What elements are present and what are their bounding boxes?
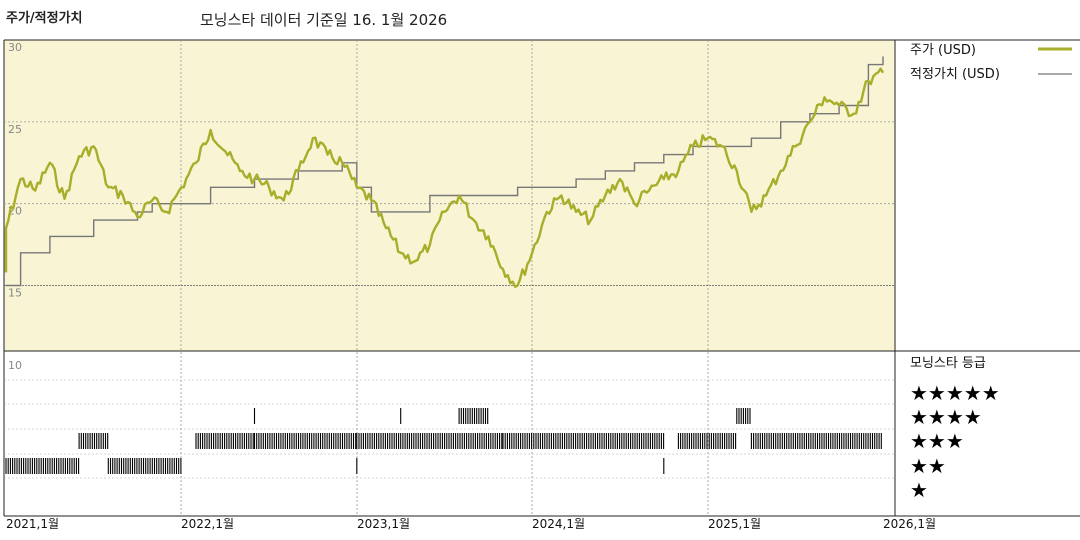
rating-segment-0 bbox=[5, 458, 80, 474]
x-tick-label-3: 2024,1월 bbox=[532, 517, 585, 531]
rating-y-tick-label: 10 bbox=[8, 359, 22, 372]
legend-rating-1-star: ★ bbox=[910, 478, 928, 502]
rating-segment-7 bbox=[356, 433, 400, 449]
x-tick-label-1: 2022,1월 bbox=[181, 517, 234, 531]
legend-rating-title: 모닝스타 등급 bbox=[910, 356, 986, 371]
x-tick-label-4: 2025,1월 bbox=[708, 517, 761, 531]
rating-segment-15 bbox=[750, 433, 882, 449]
price-line bbox=[4, 67, 885, 288]
x-tick-label-5: 2026,1월 bbox=[883, 517, 936, 531]
legend-rating-2-stars: ★★ bbox=[910, 454, 946, 478]
rating-segment-11 bbox=[502, 433, 665, 449]
rating-segment-14 bbox=[736, 408, 751, 424]
rating-segment-1 bbox=[78, 433, 109, 449]
rating-segment-13 bbox=[677, 433, 737, 449]
chart-header: 주가/적정가치 모닝스타 데이터 기준일 16. 1월 2026 bbox=[0, 0, 1080, 40]
legend-rating-4-stars: ★★★★ bbox=[910, 405, 982, 429]
x-tick-label-2: 2023,1월 bbox=[357, 517, 410, 531]
x-tick-label-0: 2021,1월 bbox=[6, 517, 59, 531]
section-title: 주가/적정가치 bbox=[6, 11, 83, 26]
rating-segment-10 bbox=[458, 408, 489, 424]
data-basis-date: 모닝스타 데이터 기준일 16. 1월 2026 bbox=[200, 11, 448, 29]
y-tick-label-15: 15 bbox=[8, 287, 22, 300]
y-tick-label-25: 25 bbox=[8, 123, 22, 136]
rating-bars bbox=[5, 408, 882, 474]
rating-segment-2 bbox=[107, 458, 182, 474]
legend-fair-value-label: 적정가치 (USD) bbox=[910, 67, 1000, 82]
legend: 주가 (USD) 적정가치 (USD) 모닝스타 등급 ★★★★★ ★★★★ ★… bbox=[910, 43, 1072, 502]
rating-segment-9 bbox=[400, 433, 503, 449]
rating-segment-5 bbox=[253, 433, 357, 449]
y-tick-label-30: 30 bbox=[8, 41, 22, 54]
rating-segment-3 bbox=[195, 433, 254, 449]
legend-rating-3-stars: ★★★ bbox=[910, 429, 964, 453]
legend-price-label: 주가 (USD) bbox=[910, 43, 976, 58]
x-tick-labels: 2021,1월 2022,1월 2023,1월 2024,1월 2025,1월 2026,… bbox=[6, 517, 936, 531]
legend-rating-5-stars: ★★★★★ bbox=[910, 381, 1000, 405]
series-lines bbox=[4, 56, 885, 288]
